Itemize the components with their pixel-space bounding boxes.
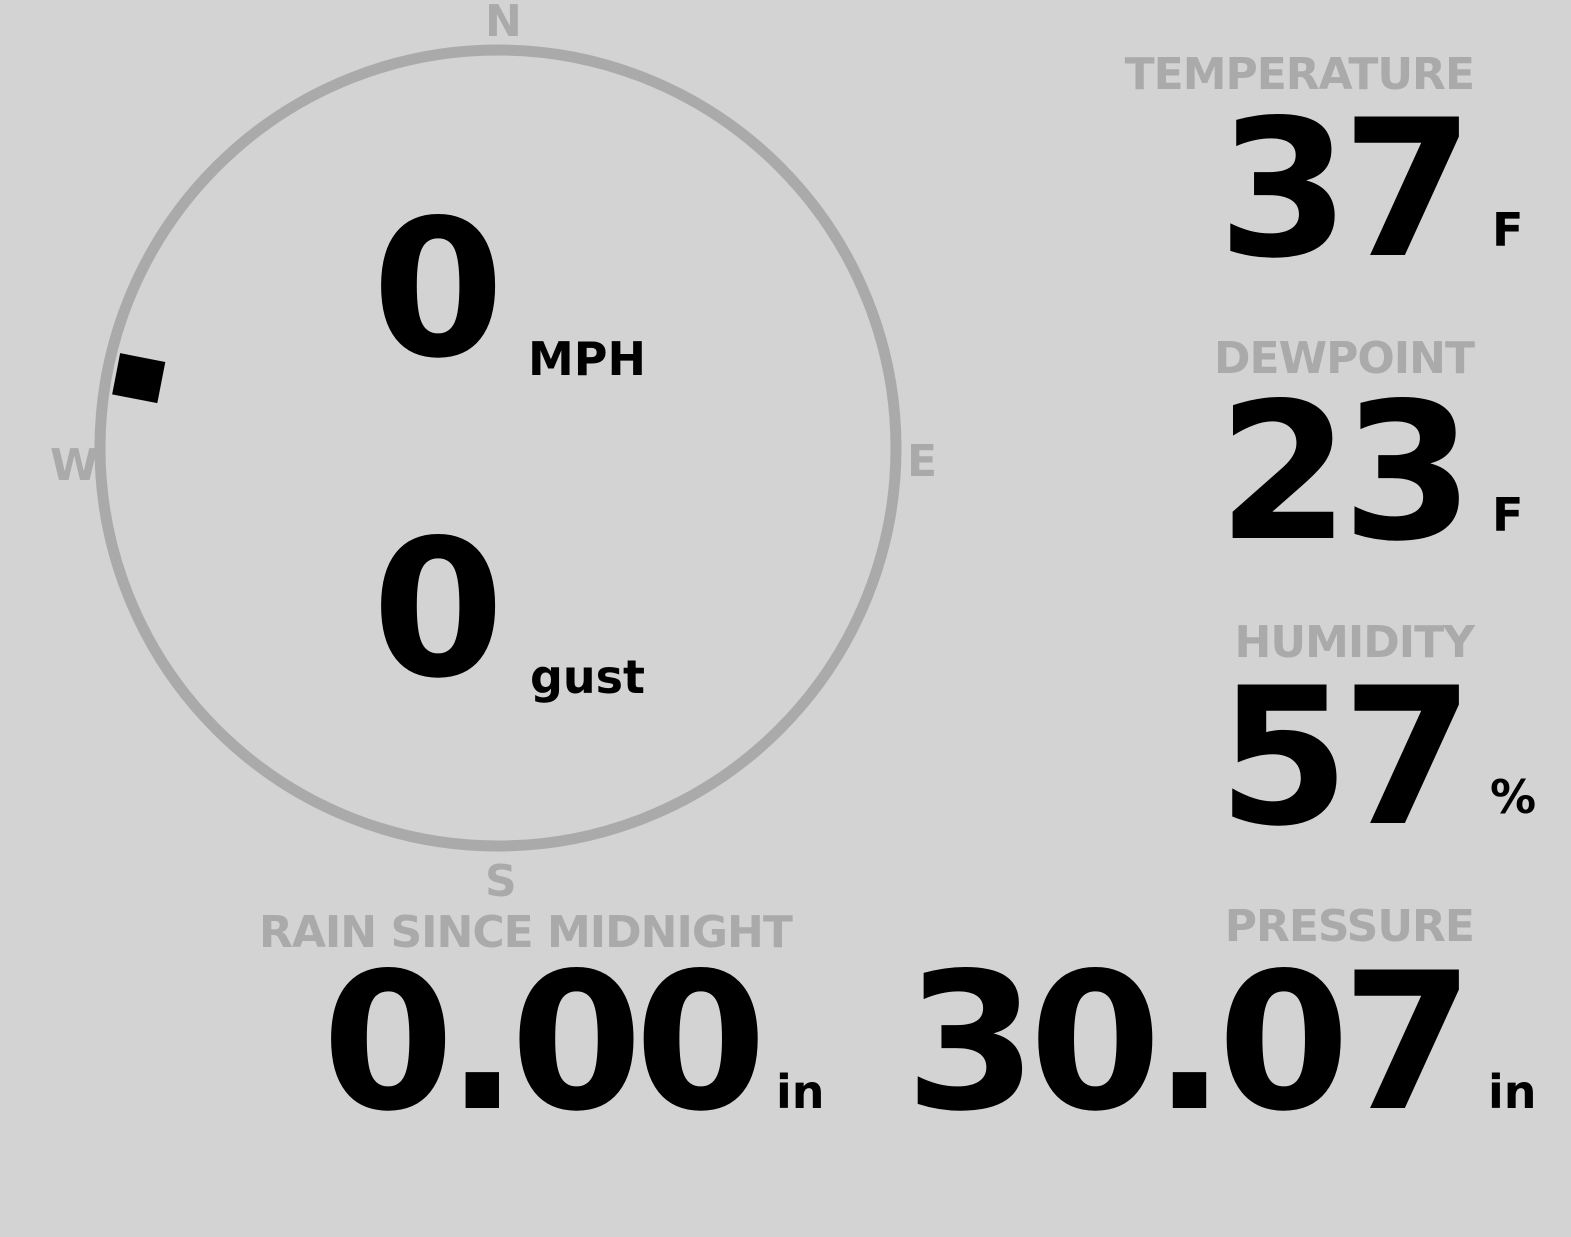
rain-unit: in [776,1065,825,1119]
temperature-label: TEMPERATURE [1124,49,1475,100]
rain-value: 0.00 [322,932,767,1153]
humidity-unit: % [1490,770,1537,824]
pressure-value: 30.07 [905,932,1474,1153]
temperature-value: 37 [1217,79,1474,300]
dewpoint-unit: F [1492,488,1524,542]
compass-north: N [485,0,522,47]
temperature-unit: F [1492,203,1524,257]
compass-ring [94,44,902,852]
compass-west: W [50,440,99,491]
pressure-label: PRESSURE [1224,901,1475,952]
wind-speed-value: 0 [372,179,504,400]
rain-label: RAIN SINCE MIDNIGHT [259,907,793,958]
wind-direction-marker [112,353,166,404]
humidity-label: HUMIDITY [1234,617,1475,668]
compass-east: E [907,436,938,487]
dewpoint-label: DEWPOINT [1214,333,1475,384]
wind-gust-value: 0 [372,499,504,720]
pressure-unit: in [1488,1065,1537,1119]
humidity-value: 57 [1217,647,1474,868]
wind-speed-unit: MPH [528,332,646,386]
compass-south: S [485,856,517,907]
dewpoint-value: 23 [1217,362,1474,583]
wind-gust-label: gust [530,650,646,704]
